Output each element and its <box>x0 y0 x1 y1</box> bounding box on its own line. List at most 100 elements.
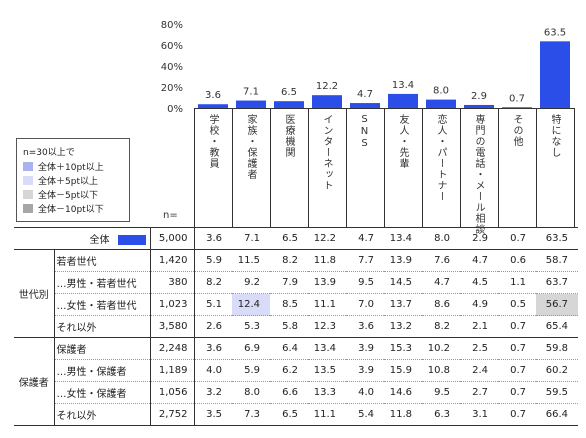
table-cell: 3.9 <box>346 359 384 382</box>
category-label: 家族・保護者 <box>245 114 256 180</box>
row-label: それ以外 <box>54 403 150 426</box>
table-cell: 0.6 <box>498 249 536 272</box>
table-cell: 3.6 <box>194 227 232 250</box>
table-cell: 11.1 <box>308 403 346 426</box>
table-cell: 2.7 <box>460 381 498 404</box>
table-cell: 59.8 <box>536 337 578 360</box>
table-cell: 6.3 <box>422 403 460 426</box>
legend-item: 全体＋10pt以上 <box>23 160 104 173</box>
table-cell: 56.7 <box>536 293 578 316</box>
table-cell: 59.5 <box>536 381 578 404</box>
table-cell: 6.5 <box>270 403 308 426</box>
y-tick-label: 20% <box>161 83 183 94</box>
bar <box>502 107 532 108</box>
table-cell: 3.2 <box>194 381 232 404</box>
table-cell: 66.4 <box>536 403 578 426</box>
table-cell: 13.5 <box>308 359 346 382</box>
bar-value-label: 63.5 <box>544 27 566 38</box>
table-cell: 13.9 <box>308 271 346 294</box>
table-cell: 6.2 <box>270 359 308 382</box>
table-cell: 5.4 <box>346 403 384 426</box>
bar-value-label: 13.4 <box>392 80 414 91</box>
table-cell: 4.0 <box>346 381 384 404</box>
table-cell: 6.6 <box>270 381 308 404</box>
group-label: 世代別 <box>14 249 55 338</box>
legend-label: 全体＋5pt以上 <box>38 176 98 187</box>
table-row: それ以外 2,752 3.5 7.3 6.5 11.1 5.4 11.8 6.3 3.1 0.7 66… <box>14 403 578 426</box>
table-cell: 0.7 <box>498 403 536 426</box>
table-cell: 58.7 <box>536 249 578 272</box>
legend-swatch <box>23 189 33 199</box>
table-cell: 7.1 <box>232 227 270 250</box>
bar <box>388 93 418 108</box>
bar <box>426 99 456 108</box>
table-row-total: 全体 5,000 3.6 7.1 6.5 12.2 4.7 13.4 8.0 2.9 0.7 63.5 <box>14 227 578 250</box>
category-label: 学校・教員 <box>207 114 218 169</box>
sample-size: 1,023 <box>149 293 195 316</box>
table-cell <box>14 227 54 250</box>
table-cell: 3.1 <box>460 403 498 426</box>
row-label: 若者世代 <box>54 249 150 272</box>
row-label: …男性・若者世代 <box>54 271 150 294</box>
table-cell: 7.3 <box>232 403 270 426</box>
y-tick-label: 60% <box>161 41 183 52</box>
table-cell: 6.4 <box>270 337 308 360</box>
table-cell: 10.8 <box>422 359 460 382</box>
table-row: 保護者 保護者 2,248 3.6 6.9 6.4 13.4 3.9 15.3 10.2 2.5 0.… <box>14 337 578 426</box>
table-cell: 11.8 <box>308 249 346 272</box>
n-header: n= <box>163 210 178 221</box>
table-cell: 14.6 <box>384 381 422 404</box>
table-cell: 1.1 <box>498 271 536 294</box>
row-label: 保護者 <box>54 337 150 360</box>
bar-value-label: 4.7 <box>357 89 373 100</box>
table-cell: 7.6 <box>422 249 460 272</box>
table-cell: 3.6 <box>194 337 232 360</box>
table-cell: 8.0 <box>422 227 460 250</box>
table-cell: 5.3 <box>232 315 270 338</box>
table-cell: 15.9 <box>384 359 422 382</box>
table-cell: 3.5 <box>194 403 232 426</box>
table-cell: 12.4 <box>232 293 270 316</box>
sample-size: 2,248 <box>149 337 195 360</box>
y-tick-label: 0% <box>167 104 183 115</box>
table-cell: 5.9 <box>232 359 270 382</box>
legend-item: 全体－5pt以下 <box>23 188 98 201</box>
category-label: 専門の電話・メール相談 <box>473 114 484 235</box>
table-cell: 2.6 <box>194 315 232 338</box>
table-cell: 63.7 <box>536 271 578 294</box>
table-cell: 2.1 <box>460 315 498 338</box>
bar-value-label: 0.7 <box>509 93 525 104</box>
table-cell: 3.6 <box>346 315 384 338</box>
legend-item: 全体＋5pt以上 <box>23 174 98 187</box>
table-cell: 9.2 <box>232 271 270 294</box>
table-cell: 4.7 <box>346 227 384 250</box>
legend-label: 全体－5pt以下 <box>38 190 98 201</box>
table-row: …女性・保護者 1,056 3.2 8.0 6.6 13.3 4.0 14.6 9.5 2.7 0.… <box>14 381 578 404</box>
table-cell: 63.5 <box>536 227 578 250</box>
table-cell: 5.8 <box>270 315 308 338</box>
table-cell: 8.0 <box>232 381 270 404</box>
table-cell: 13.4 <box>384 227 422 250</box>
table-cell: 4.0 <box>194 359 232 382</box>
table-cell: 6.5 <box>270 227 308 250</box>
total-label-cell: 全体 <box>54 227 150 250</box>
category-label: 友人・先輩 <box>397 114 408 169</box>
sample-size: 1,189 <box>149 359 195 382</box>
table-cell: 8.6 <box>422 293 460 316</box>
table-cell: 14.5 <box>384 271 422 294</box>
table-cell: 4.9 <box>460 293 498 316</box>
table-row: 世代別 若者世代 1,420 5.9 11.5 8.2 11.8 7.7 13.9 7.6 4.7 0… <box>14 249 578 338</box>
bar <box>312 95 342 108</box>
table-row: …男性・保護者 1,189 4.0 5.9 6.2 13.5 3.9 15.9 10.8 2.4 0… <box>14 359 578 382</box>
table-cell: 12.2 <box>308 227 346 250</box>
group-label: 保護者 <box>14 337 55 426</box>
row-label: …女性・保護者 <box>54 381 150 404</box>
table-cell: 11.8 <box>384 403 422 426</box>
legend-title: n=30以上で <box>23 148 75 158</box>
table-cell: 7.0 <box>346 293 384 316</box>
table-cell: 60.2 <box>536 359 578 382</box>
table-row: …男性・若者世代 380 8.2 9.2 7.9 13.9 9.5 14.5 4.7 4.5 1.1… <box>14 271 578 294</box>
total-label: 全体 <box>89 235 110 246</box>
bar <box>198 104 228 108</box>
